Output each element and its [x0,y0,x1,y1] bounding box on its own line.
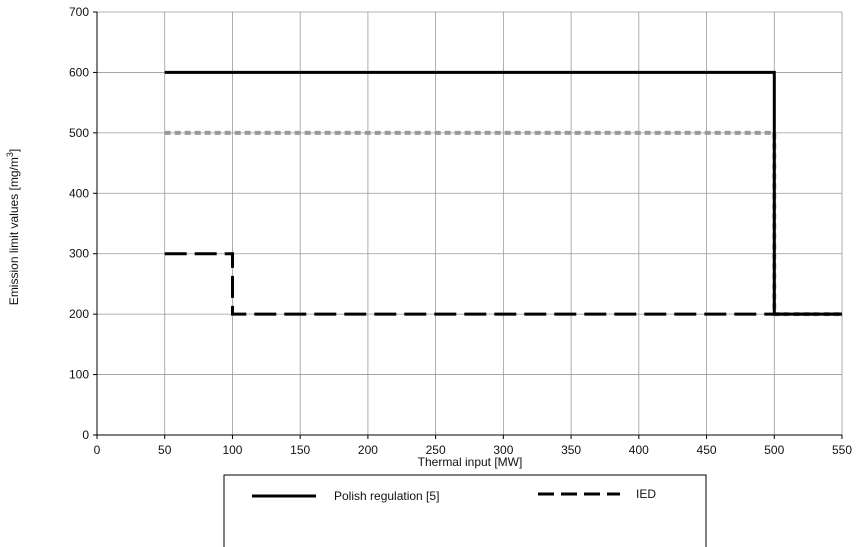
x-tick-label-0: 0 [94,443,101,457]
legend: Polish regulation [5] IED [223,474,707,547]
x-tick-label-150: 150 [290,443,310,457]
legend-label-polish: Polish regulation [5] [334,489,439,503]
y-tick-label-200: 200 [69,307,89,321]
x-tick-label-500: 500 [764,443,784,457]
y-axis-label: Emission limit values [mg/m3] [5,149,21,305]
x-axis-label: Thermal input [MW] [418,455,523,469]
tick-labels: 0 50 100 150 200 250 300 350 400 450 500 550 0 100 200… [69,5,852,457]
x-tick-label-350: 350 [561,443,581,457]
y-axis-label-close: ] [7,149,21,152]
y-tick-label-700: 700 [69,5,89,19]
x-tick-label-550: 550 [832,443,852,457]
y-tick-label-100: 100 [69,368,89,382]
series-line-dashed [164,252,842,316]
y-tick-label-500: 500 [69,126,89,140]
y-axis-label-main: Emission limit values [mg/m [7,157,21,305]
axes [93,11,843,439]
legend-label-ied: IED [636,487,656,501]
x-tick-label-250: 250 [426,443,446,457]
y-axis-label-superscript: 3 [5,152,15,157]
series-lines [164,70,842,317]
x-tick-label-100: 100 [222,443,242,457]
y-tick-label-400: 400 [69,186,89,200]
legend-box [223,474,707,547]
grid-lines [97,11,843,435]
x-tick-label-50: 50 [158,443,172,457]
y-tick-label-0: 0 [82,428,89,442]
x-tick-label-450: 450 [697,443,717,457]
x-tick-label-300: 300 [493,443,513,457]
y-tick-label-600: 600 [69,65,89,79]
x-tick-label-400: 400 [629,443,649,457]
x-tick-label-200: 200 [358,443,378,457]
y-tick-label-300: 300 [69,247,89,261]
